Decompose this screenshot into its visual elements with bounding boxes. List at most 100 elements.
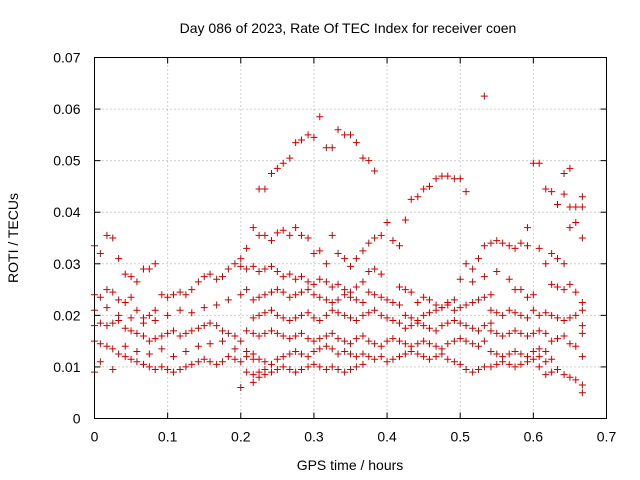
data-point: [469, 298, 477, 306]
data-point: [237, 262, 245, 270]
data-point: [475, 342, 482, 350]
data-point: [505, 242, 513, 250]
data-point: [529, 159, 537, 167]
data-point: [469, 340, 477, 348]
data-point: [231, 332, 239, 340]
data-point: [304, 234, 312, 242]
data-point: [255, 332, 263, 340]
data-point: [292, 291, 300, 299]
data-point: [213, 322, 221, 330]
data-point: [566, 203, 574, 211]
data-point: [292, 368, 300, 376]
data-point: [548, 368, 556, 376]
data-point: [566, 164, 574, 172]
data-point: [164, 311, 172, 319]
data-point: [103, 304, 111, 312]
data-point: [268, 262, 276, 270]
data-point: [279, 314, 287, 322]
data-point: [560, 286, 568, 294]
data-point: [389, 298, 397, 306]
data-point: [432, 353, 440, 361]
data-point: [273, 329, 281, 337]
data-point: [304, 335, 312, 343]
data-point: [560, 170, 568, 178]
data-point: [176, 306, 184, 314]
data-point: [145, 311, 153, 319]
data-point: [396, 301, 404, 309]
data-point: [182, 329, 190, 337]
data-point: [572, 203, 580, 211]
data-point: [462, 301, 470, 309]
data-point: [297, 329, 305, 337]
data-point: [297, 136, 305, 144]
data-point: [548, 280, 556, 288]
data-point: [578, 389, 586, 397]
data-point: [255, 373, 263, 381]
data-point: [200, 304, 208, 312]
data-point: [578, 329, 586, 337]
data-point: [535, 244, 543, 252]
data-point: [273, 229, 281, 237]
x-tick-label: 0.6: [524, 429, 544, 445]
data-point: [273, 164, 281, 172]
data-point: [273, 355, 281, 363]
data-point: [365, 157, 373, 165]
data-point: [279, 363, 287, 371]
data-point: [487, 363, 495, 371]
data-point: [480, 337, 488, 345]
data-point: [450, 317, 458, 325]
data-point: [304, 309, 312, 317]
x-axis-label: GPS time / hours: [297, 457, 404, 473]
data-point: [334, 249, 342, 257]
plot-frame: [94, 57, 607, 419]
data-point: [292, 224, 300, 232]
data-point: [316, 317, 324, 325]
data-point: [401, 324, 409, 332]
y-tick-label: 0.05: [53, 153, 80, 169]
data-point: [359, 278, 367, 286]
data-point: [566, 373, 574, 381]
data-point: [396, 353, 404, 361]
data-point: [328, 306, 336, 314]
data-point: [304, 363, 312, 371]
data-point: [499, 311, 507, 319]
data-point: [268, 170, 276, 178]
data-point: [444, 172, 452, 180]
data-point: [359, 332, 367, 340]
data-point: [359, 298, 367, 306]
data-point: [96, 249, 104, 257]
data-point: [389, 237, 397, 245]
data-point: [499, 239, 507, 247]
data-point: [517, 311, 525, 319]
data-point: [383, 219, 391, 227]
data-point: [341, 368, 349, 376]
data-point: [140, 360, 148, 368]
data-point: [200, 355, 208, 363]
data-point: [322, 278, 330, 286]
data-point: [133, 329, 141, 337]
data-point: [176, 288, 184, 296]
data-point: [224, 329, 232, 337]
data-point: [279, 332, 287, 340]
data-point: [334, 309, 342, 317]
data-point: [341, 337, 349, 345]
data-point: [493, 237, 501, 245]
data-point: [432, 327, 440, 335]
data-point: [310, 337, 318, 345]
data-point: [359, 350, 367, 358]
data-point: [456, 335, 464, 343]
data-point: [328, 298, 336, 306]
data-point: [164, 293, 172, 301]
data-point: [310, 133, 318, 141]
data-point: [322, 366, 330, 374]
data-point: [322, 296, 330, 304]
x-tick-label: 0.4: [377, 429, 397, 445]
data-point: [103, 342, 111, 350]
data-point: [560, 371, 568, 379]
data-point: [371, 355, 379, 363]
data-point: [261, 185, 269, 193]
data-point: [286, 270, 294, 278]
data-point: [529, 306, 537, 314]
data-point: [487, 291, 495, 299]
